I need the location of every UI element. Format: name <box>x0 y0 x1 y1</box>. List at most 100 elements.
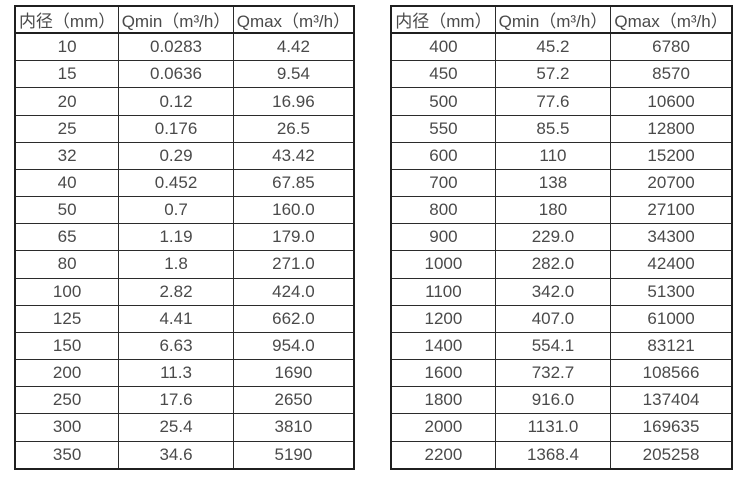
table-cell: 229.0 <box>494 223 612 252</box>
table-cell: 57.2 <box>494 60 612 89</box>
table-cell: 550 <box>390 114 496 143</box>
table-cell: 407.0 <box>494 304 612 333</box>
table-cell: 0.29 <box>118 141 234 170</box>
table-cell: 51300 <box>610 277 733 306</box>
table-cell: 1000 <box>390 250 496 279</box>
table-row: 125 4.41 662.0 <box>14 304 355 333</box>
table-cell: 179.0 <box>232 223 355 252</box>
table-cell: 700 <box>390 168 496 198</box>
table-cell: 282.0 <box>494 250 612 279</box>
table-cell: 34.6 <box>118 440 234 470</box>
table-cell: 65 <box>14 223 120 252</box>
table-body: 400 45.2 6780 450 57.2 8570 500 77.6 10600 550 85.… <box>390 32 733 470</box>
table-row: 50 0.7 160.0 <box>14 196 355 225</box>
table-row: 15 0.0636 9.54 <box>14 60 355 89</box>
table-cell: 450 <box>390 60 496 89</box>
table-cell: 15200 <box>610 141 733 170</box>
header-inner-diameter: 内径（mm） <box>390 5 496 34</box>
table-cell: 2650 <box>232 386 355 415</box>
table-row: 1000 282.0 42400 <box>390 250 733 279</box>
header-row: 内径（mm） Qmin（m³/h） Qmax（m³/h） <box>390 5 733 34</box>
table-cell: 954.0 <box>232 331 355 361</box>
table-cell: 16.96 <box>232 87 355 116</box>
table-row: 1400 554.1 83121 <box>390 331 733 361</box>
table-cell: 5190 <box>232 440 355 470</box>
table-cell: 1368.4 <box>494 440 612 470</box>
table-cell: 2.82 <box>118 277 234 306</box>
table-cell: 25.4 <box>118 413 234 442</box>
table-row: 1100 342.0 51300 <box>390 277 733 306</box>
table-row: 10 0.0283 4.42 <box>14 32 355 62</box>
header-row: 内径（mm） Qmin（m³/h） Qmax（m³/h） <box>14 5 355 34</box>
flow-spec-table-large-diameters: 内径（mm） Qmin（m³/h） Qmax（m³/h） 400 45.2 6780… <box>390 5 733 470</box>
table-cell: 350 <box>14 440 120 470</box>
table-cell: 1200 <box>390 304 496 333</box>
table-row: 1200 407.0 61000 <box>390 304 733 333</box>
table-cell: 20700 <box>610 168 733 198</box>
table-cell: 342.0 <box>494 277 612 306</box>
table-cell: 200 <box>14 359 120 388</box>
table-cell: 42400 <box>610 250 733 279</box>
table-row: 600 110 15200 <box>390 141 733 170</box>
table-cell: 0.176 <box>118 114 234 143</box>
table-cell: 169635 <box>610 413 733 442</box>
table-cell: 10 <box>14 32 120 62</box>
table-cell: 15 <box>14 60 120 89</box>
table-cell: 1.8 <box>118 250 234 279</box>
table-cell: 25 <box>14 114 120 143</box>
table-cell: 6780 <box>610 32 733 62</box>
table-cell: 43.42 <box>232 141 355 170</box>
table-cell: 45.2 <box>494 32 612 62</box>
table-cell: 2200 <box>390 440 496 470</box>
table-cell: 500 <box>390 87 496 116</box>
table-cell: 138 <box>494 168 612 198</box>
table-cell: 180 <box>494 196 612 225</box>
table-cell: 900 <box>390 223 496 252</box>
table-cell: 80 <box>14 250 120 279</box>
table-cell: 137404 <box>610 386 733 415</box>
header-inner-diameter: 内径（mm） <box>14 5 120 34</box>
table-cell: 0.12 <box>118 87 234 116</box>
table-cell: 160.0 <box>232 196 355 225</box>
table-cell: 10600 <box>610 87 733 116</box>
table-body: 10 0.0283 4.42 15 0.0636 9.54 20 0.12 16.96 25 0.1… <box>14 32 355 470</box>
table-cell: 125 <box>14 304 120 333</box>
table-cell: 12800 <box>610 114 733 143</box>
table-row: 40 0.452 67.85 <box>14 168 355 198</box>
table-row: 25 0.176 26.5 <box>14 114 355 143</box>
table-cell: 50 <box>14 196 120 225</box>
table-cell: 26.5 <box>232 114 355 143</box>
table-cell: 110 <box>494 141 612 170</box>
table-row: 250 17.6 2650 <box>14 386 355 415</box>
table-cell: 85.5 <box>494 114 612 143</box>
table-cell: 11.3 <box>118 359 234 388</box>
table-cell: 34300 <box>610 223 733 252</box>
table-cell: 400 <box>390 32 496 62</box>
table-row: 150 6.63 954.0 <box>14 331 355 361</box>
table-cell: 271.0 <box>232 250 355 279</box>
table-cell: 2000 <box>390 413 496 442</box>
table-cell: 8570 <box>610 60 733 89</box>
table-cell: 32 <box>14 141 120 170</box>
table-cell: 662.0 <box>232 304 355 333</box>
table-cell: 6.63 <box>118 331 234 361</box>
table-row: 450 57.2 8570 <box>390 60 733 89</box>
table-cell: 1131.0 <box>494 413 612 442</box>
table-cell: 300 <box>14 413 120 442</box>
table-cell: 916.0 <box>494 386 612 415</box>
table-cell: 1100 <box>390 277 496 306</box>
table-cell: 4.41 <box>118 304 234 333</box>
table-cell: 27100 <box>610 196 733 225</box>
flow-spec-table-small-diameters: 内径（mm） Qmin（m³/h） Qmax（m³/h） 10 0.0283 4.4… <box>14 5 355 470</box>
table-row: 1800 916.0 137404 <box>390 386 733 415</box>
table-cell: 205258 <box>610 440 733 470</box>
table-row: 100 2.82 424.0 <box>14 277 355 306</box>
table-cell: 1800 <box>390 386 496 415</box>
table-cell: 250 <box>14 386 120 415</box>
table-row: 20 0.12 16.96 <box>14 87 355 116</box>
table-row: 800 180 27100 <box>390 196 733 225</box>
table-cell: 732.7 <box>494 359 612 388</box>
table-row: 2200 1368.4 205258 <box>390 440 733 470</box>
header-qmax: Qmax（m³/h） <box>610 5 733 34</box>
table-cell: 108566 <box>610 359 733 388</box>
